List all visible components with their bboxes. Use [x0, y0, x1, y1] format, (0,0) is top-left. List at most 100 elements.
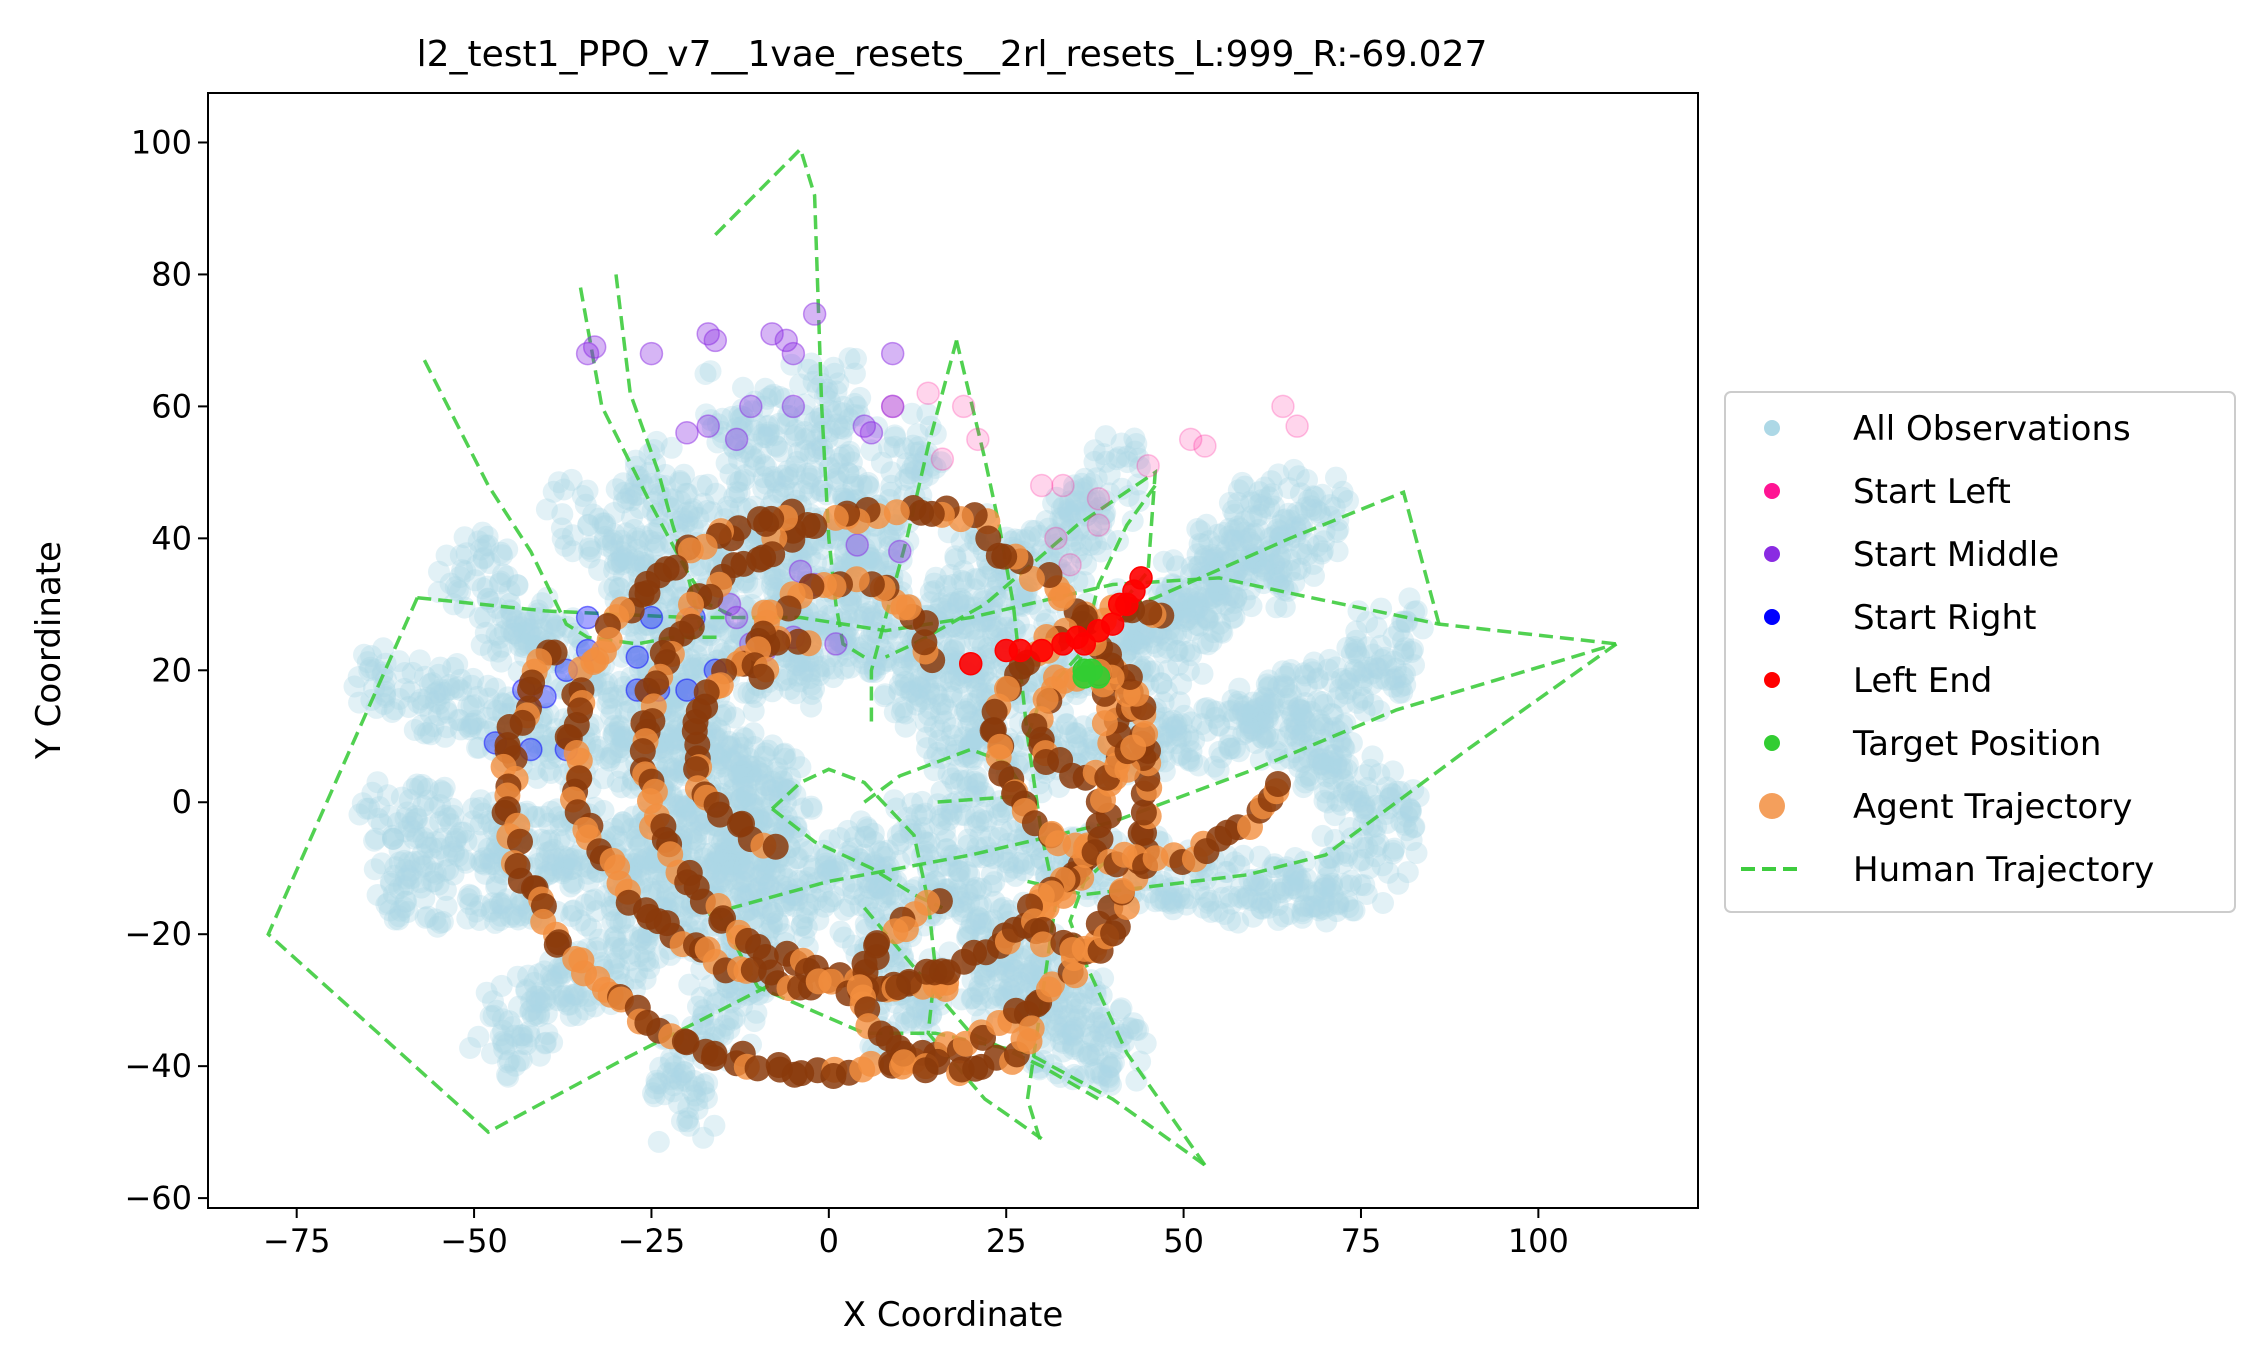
observation-point [800, 795, 823, 818]
observation-point [706, 727, 729, 749]
observation-point [791, 797, 814, 820]
observation-point [460, 695, 483, 718]
observation-point [506, 965, 529, 988]
observation-point [752, 887, 775, 910]
observation-point [530, 981, 553, 1004]
observation-point [733, 858, 756, 881]
observation-point [360, 645, 383, 667]
observation-point [682, 1069, 705, 1092]
observation-point [612, 911, 635, 934]
observation-point [789, 756, 812, 779]
observation-point [534, 1031, 557, 1054]
observation-point [610, 937, 632, 960]
observation-point [366, 771, 389, 794]
observation-point [711, 755, 734, 778]
observation-point [507, 908, 530, 931]
observation-point [472, 547, 495, 570]
observation-point [532, 805, 555, 828]
observation-point [636, 928, 659, 951]
observation-point [745, 755, 768, 778]
observation-point [723, 849, 746, 872]
observation-point [559, 993, 582, 1016]
observation-point [517, 1020, 540, 1043]
observation-point [394, 890, 417, 913]
observation-point [571, 485, 594, 507]
observation-point [805, 888, 828, 911]
observation-point [518, 1025, 541, 1048]
observation-point [588, 507, 611, 530]
observation-point [630, 928, 653, 951]
observation-point [517, 609, 540, 632]
start-middle-point [781, 341, 806, 366]
observation-point [1084, 1061, 1107, 1084]
observation-point [534, 849, 557, 872]
observation-point [624, 828, 647, 851]
start-left-point [916, 381, 940, 405]
observation-point [384, 856, 407, 879]
observation-point [733, 864, 756, 886]
observation-point [416, 777, 439, 800]
observation-point [541, 848, 564, 871]
observation-point [468, 736, 491, 759]
observation-point [366, 884, 389, 906]
observation-point [653, 1083, 676, 1106]
observation-point [449, 821, 472, 844]
observation-point [1232, 887, 1255, 910]
observation-point [701, 852, 724, 875]
observation-point [754, 774, 777, 796]
observation-point [550, 517, 573, 540]
observation-point [440, 835, 463, 858]
observation-point [394, 807, 417, 830]
observation-point [401, 661, 424, 684]
observation-point [712, 1024, 735, 1047]
observation-point [511, 904, 534, 927]
observation-point [660, 1068, 682, 1091]
start-middle-point [639, 341, 664, 366]
observation-point [714, 856, 737, 878]
observation-point [923, 580, 946, 603]
observation-point [373, 693, 396, 715]
observation-point [608, 957, 631, 980]
observation-point [482, 1004, 505, 1027]
observation-point [406, 826, 429, 849]
observation-point [574, 893, 597, 916]
observation-point [348, 803, 371, 826]
observation-point [464, 709, 487, 732]
observation-point [503, 1024, 526, 1047]
observation-point [431, 827, 454, 850]
observation-point [612, 728, 635, 751]
observation-point [472, 802, 495, 825]
observation-point [646, 606, 669, 629]
observation-point [479, 1005, 502, 1028]
observation-point [578, 537, 601, 560]
observation-point [562, 899, 585, 922]
observation-point [726, 743, 749, 766]
start-middle-point [724, 427, 749, 452]
observation-point [563, 983, 586, 1006]
observation-point [1215, 539, 1238, 562]
observation-point [1125, 1069, 1148, 1092]
observation-point [541, 1031, 564, 1054]
observation-point [737, 860, 760, 883]
observation-point [442, 804, 465, 827]
observation-point [617, 924, 640, 947]
observation-point [565, 983, 588, 1006]
observation-point [726, 761, 749, 784]
observation-point [653, 733, 676, 756]
observation-point [343, 675, 366, 698]
observation-point [660, 710, 683, 733]
observation-point [416, 836, 439, 859]
observation-point [675, 805, 698, 828]
observation-point [619, 949, 642, 972]
observation-point [752, 763, 774, 786]
observation-point [435, 698, 458, 721]
observation-point [623, 518, 646, 541]
observation-point [783, 748, 806, 771]
observation-point [546, 966, 569, 988]
observation-point [628, 854, 651, 877]
observation-point [618, 691, 641, 714]
observation-point [536, 740, 559, 763]
observation-point [644, 1077, 667, 1100]
observation-point [442, 593, 465, 616]
observation-point [410, 688, 433, 711]
